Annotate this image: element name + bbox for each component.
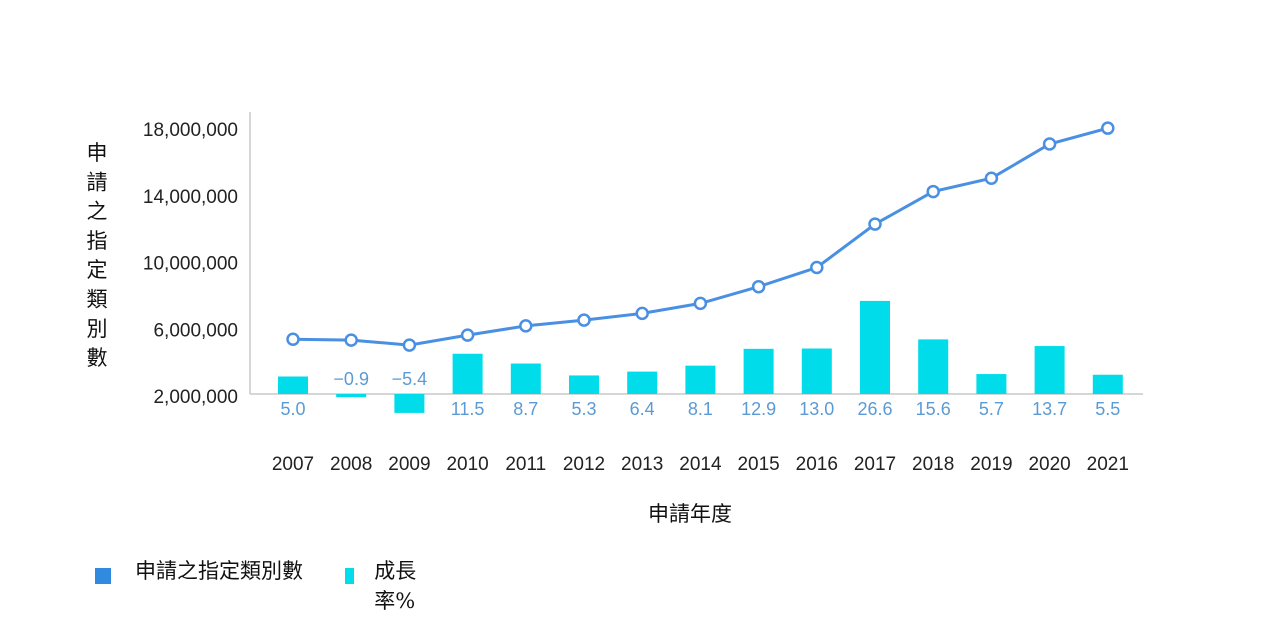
line-point-2014	[695, 298, 706, 309]
bar-label-2012: 5.3	[571, 399, 596, 419]
bar-label-2014: 8.1	[688, 399, 713, 419]
line-point-2011	[520, 320, 531, 331]
y-axis-ticks: 18,000,000 14,000,000 10,000,000 6,000,000 2…	[143, 120, 238, 408]
bar-label-2011: 8.7	[513, 399, 538, 419]
y-axis-label-char: 指	[87, 229, 108, 253]
bar-2007	[278, 377, 308, 395]
line-point-2017	[870, 219, 881, 230]
line-point-2016	[811, 262, 822, 273]
y-axis-label-char: 定	[87, 258, 108, 282]
bar-label-2016: 13.0	[799, 399, 834, 419]
x-tick-label: 2014	[679, 454, 722, 475]
bar-2020	[1035, 346, 1065, 394]
x-tick-label: 2021	[1087, 454, 1129, 475]
line-point-2021	[1102, 123, 1113, 134]
line-point-2020	[1044, 139, 1055, 150]
growth-rate-bars	[278, 301, 1123, 413]
y-axis-label: 申請之指定類別數	[87, 141, 108, 370]
bar-label-2021: 5.5	[1095, 399, 1120, 419]
x-tick-label: 2018	[912, 454, 954, 475]
bar-2018	[918, 339, 948, 394]
y-tick-label: 10,000,000	[143, 254, 238, 275]
y-axis-label-char: 申	[87, 141, 108, 165]
line-point-2015	[753, 281, 764, 292]
bar-label-2010: 11.5	[451, 399, 485, 419]
legend-item-line: 申請之指定類別數	[95, 556, 325, 586]
x-tick-label: 2020	[1028, 454, 1070, 475]
bar-2009	[394, 394, 424, 413]
legend-swatch-line	[95, 568, 111, 584]
line-point-2008	[346, 335, 357, 346]
x-tick-label: 2019	[970, 454, 1012, 475]
bar-2021	[1093, 375, 1123, 394]
bar-label-2015: 12.9	[741, 399, 776, 419]
line-point-2013	[637, 308, 648, 319]
y-tick-label: 18,000,000	[143, 120, 238, 141]
x-tick-label: 2009	[388, 454, 430, 475]
x-tick-label: 2017	[854, 454, 896, 475]
designated-classes-line	[288, 123, 1114, 351]
bar-2014	[685, 366, 715, 394]
legend-item-bar: 成長率%	[345, 556, 422, 616]
bar-2013	[627, 372, 657, 394]
bar-label-2017: 26.6	[857, 399, 892, 419]
bar-2008	[336, 394, 366, 397]
x-axis-label: 申請年度	[648, 502, 732, 526]
bar-label-2019: 5.7	[979, 399, 1004, 419]
line-point-2018	[928, 186, 939, 197]
x-tick-label: 2015	[737, 454, 779, 475]
bar-label-2018: 15.6	[916, 399, 951, 419]
bar-label-2020: 13.7	[1032, 399, 1067, 419]
line-point-2010	[462, 330, 473, 341]
bar-label-2007: 5.0	[280, 399, 305, 419]
bar-2010	[453, 354, 483, 394]
x-tick-label: 2016	[796, 454, 838, 475]
bar-2019	[976, 374, 1006, 394]
bar-2015	[744, 349, 774, 394]
x-axis-ticks: 2007 2008 2009 2010 2011 2012 2013 2014 2015 2016…	[272, 454, 1129, 475]
y-tick-label: 14,000,000	[143, 187, 238, 208]
y-axis-label-char: 請	[87, 170, 108, 194]
bar-label-2008: −0.9	[333, 369, 369, 389]
line-path	[293, 128, 1108, 345]
line-point-2007	[288, 334, 299, 345]
line-point-2009	[404, 340, 415, 351]
line-point-2019	[986, 173, 997, 184]
bar-2017	[860, 301, 890, 394]
x-tick-label: 2007	[272, 454, 314, 475]
y-axis-label-char: 數	[87, 346, 108, 370]
x-tick-label: 2008	[330, 454, 372, 475]
y-axis-label-char: 類	[87, 288, 108, 312]
x-tick-label: 2013	[621, 454, 663, 475]
bar-2016	[802, 349, 832, 395]
legend-label-bar: 成長率%	[374, 556, 422, 616]
line-point-2012	[579, 315, 590, 326]
y-axis-label-char: 之	[87, 200, 108, 224]
legend-label-line: 申請之指定類別數	[135, 556, 315, 586]
y-tick-label: 6,000,000	[153, 320, 238, 341]
y-tick-label: 2,000,000	[153, 387, 238, 408]
legend-swatch-bar	[345, 568, 354, 584]
bar-2012	[569, 375, 599, 394]
x-tick-label: 2010	[446, 454, 488, 475]
y-axis-label-char: 別	[87, 317, 108, 341]
bar-label-2009: −5.4	[392, 369, 428, 389]
bar-2011	[511, 364, 541, 394]
x-tick-label: 2012	[563, 454, 605, 475]
bar-label-2013: 6.4	[630, 399, 655, 419]
x-tick-label: 2011	[505, 454, 546, 475]
axes	[250, 112, 1143, 394]
